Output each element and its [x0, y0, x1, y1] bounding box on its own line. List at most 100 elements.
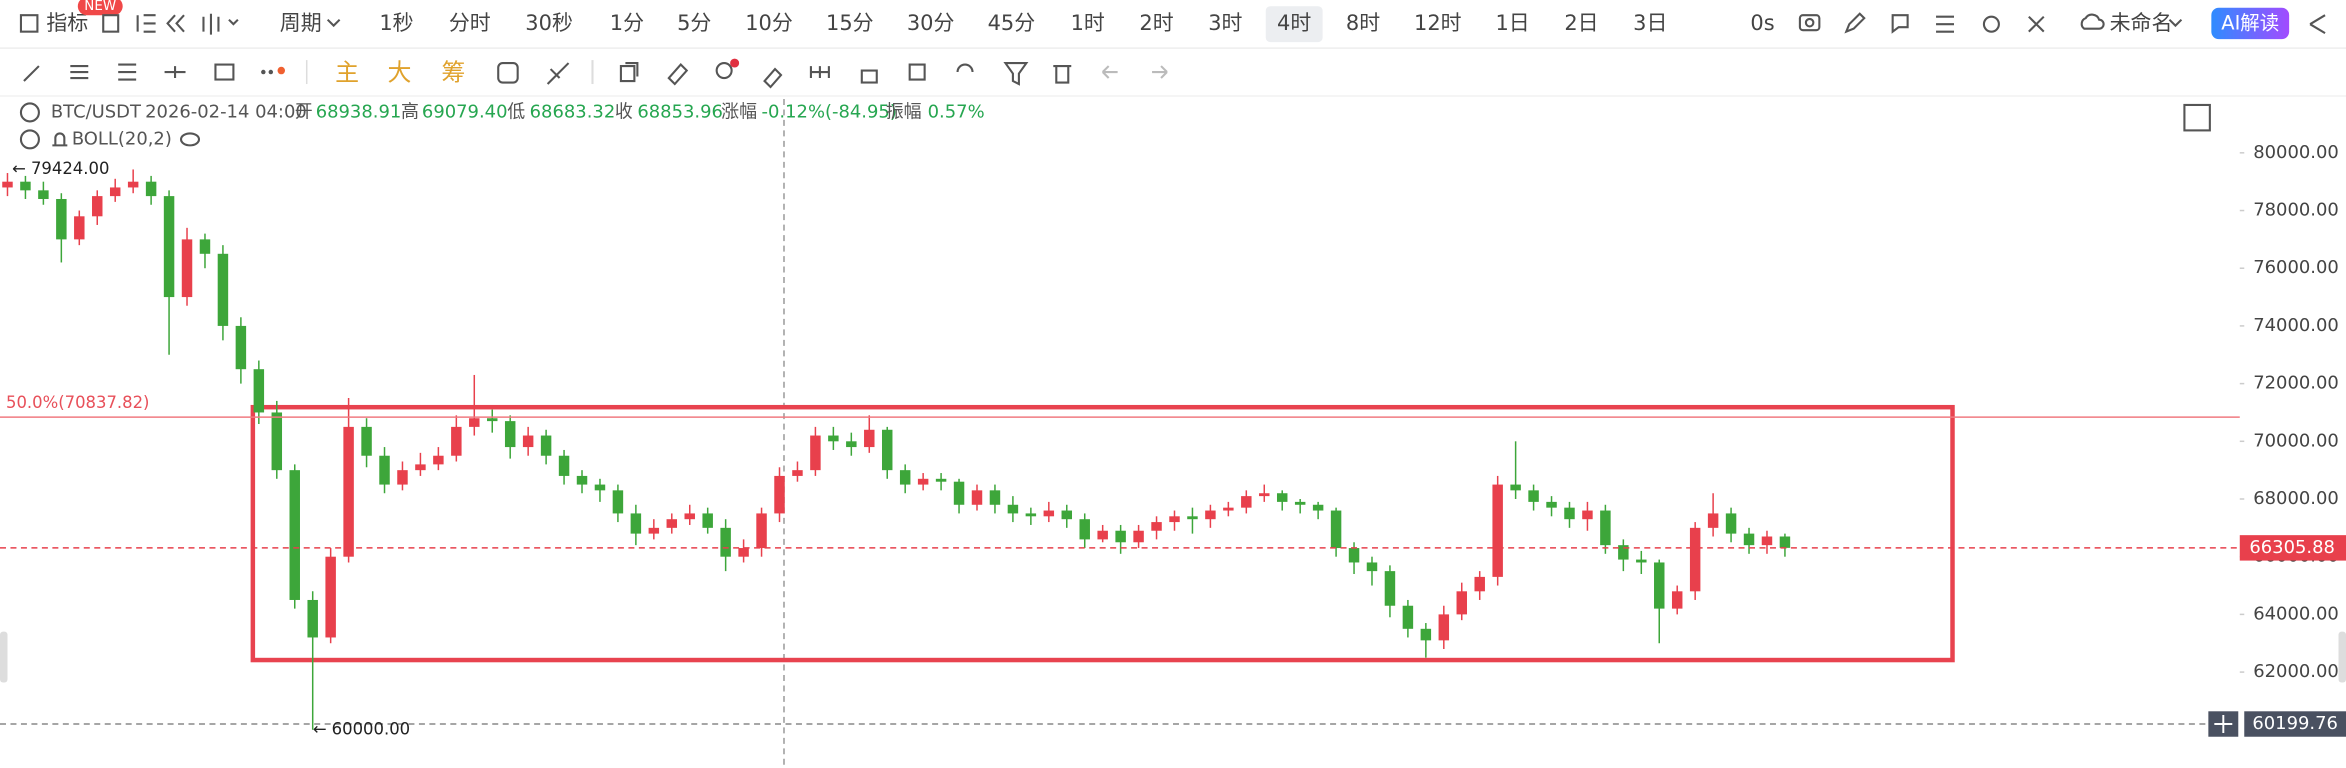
interval-button[interactable]: 1时: [1071, 11, 1105, 35]
ruler-icon[interactable]: [667, 63, 689, 86]
y-tick-label: 64000.00: [2253, 603, 2339, 624]
delete-icon[interactable]: [1053, 65, 1072, 84]
interval-button[interactable]: 2时: [1139, 11, 1173, 35]
candle-body: [1420, 628, 1432, 641]
candle-body: [756, 513, 767, 549]
candle-body: [1366, 562, 1378, 572]
interval-button[interactable]: 8时: [1346, 11, 1380, 35]
chart-type-icon[interactable]: [202, 13, 239, 35]
large-order-button[interactable]: 大: [388, 59, 412, 87]
candle-body: [881, 429, 893, 471]
candle-body: [451, 426, 462, 456]
candle-body: [1528, 490, 1539, 502]
more-dot-active[interactable]: [277, 66, 286, 75]
indicator-button[interactable]: 指标: [46, 11, 88, 35]
candle-body: [1312, 504, 1324, 511]
collapse-icon[interactable]: [19, 102, 40, 123]
interval-button[interactable]: 10分: [745, 11, 793, 35]
collapse-icon[interactable]: [19, 129, 40, 150]
candle-body: [56, 198, 67, 240]
list-icon[interactable]: [136, 14, 156, 33]
magnet-icon[interactable]: [809, 66, 830, 79]
expand-icon[interactable]: [2183, 103, 2211, 132]
info-value: 68853.96: [637, 101, 723, 122]
edit-icon[interactable]: [908, 63, 926, 81]
symbol: BTC/USDT: [51, 101, 142, 122]
hide-icon[interactable]: [179, 132, 201, 147]
candle-body: [774, 475, 785, 514]
ai-button-bg[interactable]: [2211, 7, 2290, 40]
candle-body: [145, 181, 157, 197]
camera-icon[interactable]: [1798, 14, 1821, 32]
interval-button[interactable]: 1分: [610, 11, 644, 35]
settings-icon[interactable]: [1982, 15, 2000, 33]
candle-body: [702, 513, 713, 528]
fullscreen-icon[interactable]: [2028, 15, 2045, 33]
redo-icon[interactable]: [1152, 65, 1168, 79]
share-icon[interactable]: [2309, 14, 2326, 35]
replay-icon[interactable]: [166, 14, 185, 33]
rect-tool[interactable]: [214, 63, 235, 81]
interval-button[interactable]: 2日: [1564, 11, 1598, 35]
main-chart-button[interactable]: 主: [335, 59, 359, 87]
candle-body: [2, 181, 13, 188]
interval-button[interactable]: 5分: [677, 11, 711, 35]
measure-icon[interactable]: [546, 62, 570, 85]
interval-button[interactable]: 3时: [1208, 11, 1242, 35]
interval-button[interactable]: 12时: [1414, 11, 1462, 35]
candle-body: [504, 421, 516, 448]
layout-caret: [2168, 18, 2183, 28]
right-handle[interactable]: [2338, 631, 2346, 683]
interval-button[interactable]: 1秒: [379, 11, 413, 35]
indicator-name: BOLL(20,2): [72, 128, 172, 149]
undo-icon[interactable]: [1101, 65, 1118, 79]
pen-icon[interactable]: [1844, 12, 1866, 34]
info-label: 低: [507, 101, 525, 122]
period-button[interactable]: 周期: [280, 11, 322, 35]
info-label: 振幅: [886, 101, 922, 122]
camera-lens: [1804, 17, 1815, 28]
left-handle[interactable]: [0, 631, 8, 683]
candle-body: [899, 470, 911, 485]
line-tools[interactable]: [23, 63, 186, 82]
chips-button[interactable]: 筹: [441, 59, 465, 87]
candle-body: [612, 490, 624, 514]
copy-icon[interactable]: [619, 62, 639, 83]
indicator-icon[interactable]: [19, 14, 39, 33]
info-value: 69079.40: [422, 101, 508, 122]
link-icon[interactable]: [956, 63, 974, 73]
candle-body: [1474, 576, 1485, 592]
bell-icon[interactable]: [52, 132, 68, 147]
note-icon[interactable]: [1891, 14, 1909, 34]
layout-icon[interactable]: [102, 14, 120, 33]
interval-button[interactable]: 分时: [449, 11, 491, 35]
candle-body: [1151, 522, 1162, 531]
filter-icon[interactable]: [1003, 62, 1029, 86]
menu-icon[interactable]: [1936, 15, 1955, 33]
interval-button[interactable]: 4时: [1277, 11, 1311, 35]
candle-body: [953, 481, 965, 505]
info-label: 开: [295, 101, 313, 122]
candle-body: [864, 429, 875, 448]
candle-body: [235, 325, 247, 370]
sync-icon[interactable]: [497, 62, 519, 84]
brush-icon[interactable]: [763, 67, 783, 89]
range-box[interactable]: [250, 404, 1955, 663]
layout-name[interactable]: 未命名: [2110, 11, 2173, 35]
interval-button[interactable]: 3日: [1633, 11, 1667, 35]
interval-button[interactable]: 30分: [907, 11, 955, 35]
interval-button[interactable]: 30秒: [525, 11, 573, 35]
candle-body: [1330, 510, 1342, 549]
candle-body: [1564, 507, 1575, 520]
ai-button[interactable]: AI解读: [2221, 12, 2279, 35]
candle-body: [1707, 513, 1719, 528]
lock-icon[interactable]: [860, 69, 878, 84]
plot-area: BOLL(20,2) BTC/USDT 2026-02-14 04:00: [0, 98, 2346, 768]
interval-button[interactable]: 45分: [988, 11, 1036, 35]
candle-body: [1276, 493, 1288, 502]
zoom-icon[interactable]: [715, 62, 733, 80]
interval-button[interactable]: 15分: [826, 11, 874, 35]
interval-button[interactable]: 1日: [1495, 11, 1529, 35]
y-tick-label: 80000.00: [2253, 142, 2339, 163]
candle-body: [1510, 484, 1521, 491]
